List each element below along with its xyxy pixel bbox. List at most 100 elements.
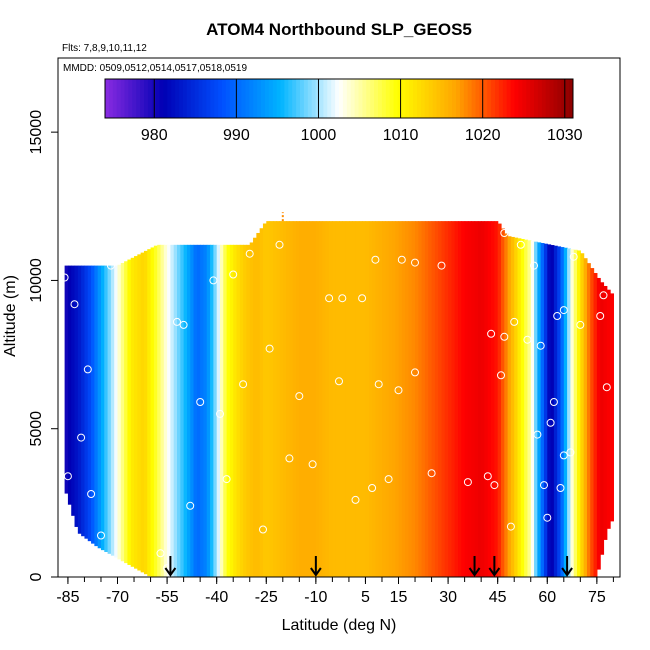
heatmap-cell [124,261,129,564]
colorbar-segment [319,79,324,118]
profile-point [533,430,542,439]
heatmap-cell [134,256,138,569]
heatmap-cell [550,245,555,577]
heatmap-cell [332,221,337,577]
profile-points-layer [60,229,615,576]
profile-point [427,469,436,478]
x-tick-label: -40 [205,589,228,606]
profile-point [500,332,509,341]
dates-subtitle: MMDD: 0509,0512,0514,0517,0518,0519 [63,63,247,74]
colorbar-segment [128,79,133,118]
heatmap-cell [286,221,291,577]
colorbar-segment [424,79,430,118]
heatmap-cell [315,221,320,577]
heatmap-cell [305,221,310,577]
heatmap-cell [239,244,244,577]
heatmap-cell [163,244,168,577]
colorbar-segment [311,79,317,118]
colorbar-segment [358,79,363,118]
heatmap-cell [150,247,155,577]
profile-point [259,525,267,534]
heatmap-cell [120,263,125,562]
heatmap-cell [567,248,572,577]
colorbar: 980 990 1000 1010 1020 1030 [104,78,583,144]
heatmap-cell [157,244,162,577]
heatmap-cell [547,244,552,577]
profile-point [487,329,496,338]
colorbar-segment [378,79,383,118]
colorbar-segment [112,79,118,118]
heatmap-cell [368,221,373,577]
profile-point [384,475,393,484]
heatmap-cell [405,221,410,577]
colorbar-segment [108,79,114,118]
y-axis-label: Altitude (m) [2,275,19,357]
profile-point [596,312,605,320]
flight-arrows-layer [164,556,573,577]
heatmap-cell [487,221,492,577]
heatmap-cell [524,239,529,577]
colorbar-segment [276,79,281,118]
profile-point [576,320,585,329]
profile-point [523,335,532,344]
heatmap-cell [342,221,347,577]
colorbar-segment [206,79,211,118]
colorbar-segment [292,79,297,118]
heatmap-cell [196,244,201,577]
heatmap-cell [458,221,462,577]
heatmap-cell [107,265,112,554]
heatmap-cell [520,238,525,577]
colorbar-segment [245,79,250,118]
colorbar-segment [545,79,551,118]
colorbar-segment [459,79,465,118]
heatmap-cell [213,244,218,577]
heatmap-cell [140,252,145,573]
profile-point [553,312,562,320]
x-tick-label: 15 [390,589,408,606]
colorbar-segment [487,79,492,118]
heatmap-cell [477,221,482,577]
x-tick-label: -10 [304,589,327,606]
x-axis: -85 -70 -55 -40 -25 -10 5 15 30 45 60 75 [56,577,614,606]
heatmap-cell [438,221,443,577]
heatmap-cell [411,221,416,577]
heatmap-cell [352,221,357,577]
colorbar-segment [444,79,449,118]
x-tick-label: 30 [439,589,457,606]
heatmap-cell [345,221,350,577]
heatmap-cell [147,249,152,577]
heatmap-cell [91,265,95,544]
profile-point [245,249,254,258]
heatmap-cell [372,221,376,577]
heatmap-cell [471,221,476,577]
colorbar-segment [370,79,375,118]
heatmap-cell [415,221,419,577]
profile-point [540,481,548,490]
heatmap-cell [491,221,495,577]
colorbar-segment [105,79,110,118]
colorbar-segment [214,79,219,118]
profile-point [275,240,284,249]
chart-title: ATOM4 Northbound SLP_GEOS5 [206,20,472,39]
profile-point [546,418,555,427]
heatmap-cell [398,221,403,577]
heatmap-cell [259,228,264,577]
heatmap-cell [100,265,105,551]
profile-point [209,276,218,285]
profile-point [589,249,598,258]
profile-point [335,377,343,386]
heatmap-cell [375,221,380,577]
profile-point [483,472,492,481]
heatmap-cell [517,238,522,577]
heatmap-cell [570,249,575,577]
heatmap-cell [557,246,562,577]
x-tick-label: 60 [538,589,556,606]
heatmap-cell [170,244,175,577]
colorbar-segment [401,79,406,118]
colorbar-segment [420,79,426,118]
x-tick-label: -55 [156,589,179,606]
profile-point [97,531,105,540]
heatmap-cell [84,265,89,539]
colorbar-tick-label: 1000 [301,127,337,144]
heatmap-cell [81,265,86,537]
